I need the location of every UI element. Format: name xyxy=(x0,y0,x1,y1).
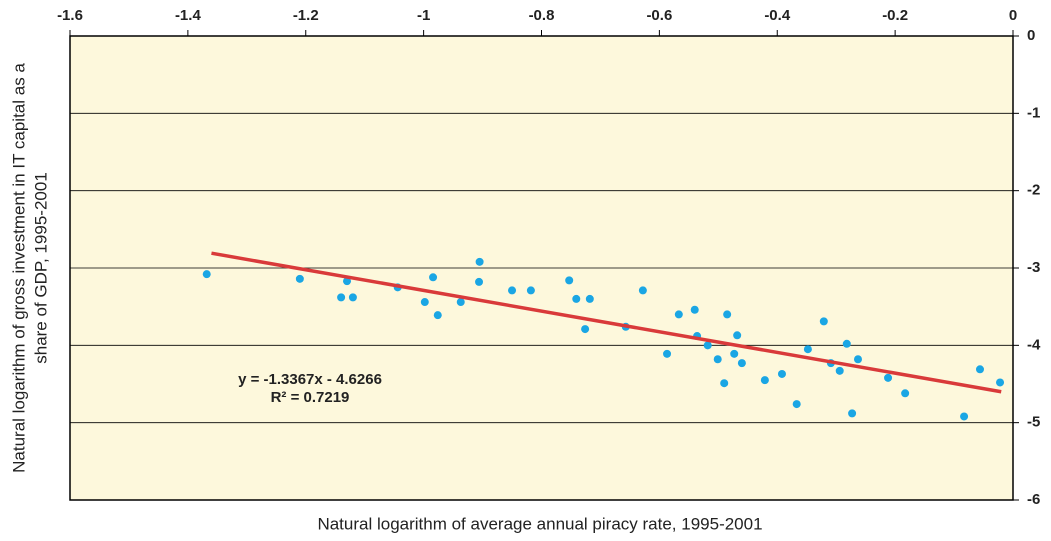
x-tick-label: -0.4 xyxy=(764,7,791,24)
scatter-point xyxy=(475,257,484,266)
scatter-point xyxy=(572,294,581,303)
x-tick-label: -1.6 xyxy=(57,7,83,24)
trend-line xyxy=(211,251,1002,394)
scatter-point xyxy=(456,298,465,307)
y-tick-label: -1 xyxy=(1027,104,1040,121)
x-tick-label: -0.8 xyxy=(529,7,555,24)
plot-border xyxy=(69,35,1014,501)
y-axis-label: share of GDP, 1995-2001 xyxy=(31,172,50,364)
scatter-point xyxy=(803,345,812,354)
scatter-point xyxy=(975,365,984,374)
scatter-point xyxy=(295,274,304,283)
scatter-point xyxy=(777,369,786,378)
scatter-point xyxy=(337,293,346,302)
scatter-point xyxy=(343,277,352,286)
scatter-point xyxy=(526,286,535,295)
annotation: R² = 0.7219 xyxy=(271,389,350,406)
annotation: y = -1.3367x - 4.6266 xyxy=(238,371,382,388)
x-tick-label: -1 xyxy=(417,7,430,24)
scatter-point xyxy=(760,376,769,385)
x-tick-label: 0 xyxy=(1009,7,1017,24)
x-tick-label: -0.2 xyxy=(882,7,908,24)
y-tick-label: 0 xyxy=(1027,27,1035,44)
scatter-point xyxy=(996,378,1005,387)
y-tick-label: -6 xyxy=(1027,491,1040,508)
y-axis-label: Natural logarithm of gross investment in… xyxy=(9,63,28,473)
scatter-point xyxy=(674,310,683,319)
scatter-point xyxy=(638,286,647,295)
scatter-point xyxy=(723,310,732,319)
scatter-point xyxy=(819,317,828,326)
scatter-point xyxy=(690,305,699,314)
scatter-point xyxy=(508,286,517,295)
y-tick-label: -4 xyxy=(1027,336,1041,353)
scatter-point xyxy=(835,366,844,375)
scatter-point xyxy=(713,355,722,364)
x-tick-label: -1.4 xyxy=(175,7,202,24)
y-tick-label: -2 xyxy=(1027,182,1040,199)
scatter-point xyxy=(565,276,574,285)
y-tick-label: -5 xyxy=(1027,414,1040,431)
scatter-point xyxy=(842,339,851,348)
scatter-point xyxy=(433,311,442,320)
scatter-point xyxy=(475,277,484,286)
scatter-point xyxy=(730,349,739,358)
scatter-point xyxy=(663,349,672,358)
scatter-point xyxy=(960,412,969,421)
scatter-point xyxy=(420,298,429,307)
x-axis-label: Natural logarithm of average annual pira… xyxy=(317,514,762,533)
scatter-point xyxy=(585,294,594,303)
scatter-point xyxy=(853,355,862,364)
scatter-point xyxy=(348,293,357,302)
scatter-point xyxy=(703,341,712,350)
scatter-point xyxy=(581,325,590,334)
scatter-point xyxy=(202,270,211,279)
scatter-point xyxy=(792,400,801,409)
scatter-point xyxy=(733,331,742,340)
scatter-point xyxy=(848,409,857,418)
x-tick-label: -1.2 xyxy=(293,7,319,24)
scatter-point xyxy=(884,373,893,382)
scatter-point xyxy=(720,379,729,388)
scatter-point xyxy=(429,273,438,282)
x-tick-label: -0.6 xyxy=(646,7,672,24)
scatter-point xyxy=(737,359,746,368)
y-tick-label: -3 xyxy=(1027,259,1040,276)
scatter-point xyxy=(901,389,910,398)
